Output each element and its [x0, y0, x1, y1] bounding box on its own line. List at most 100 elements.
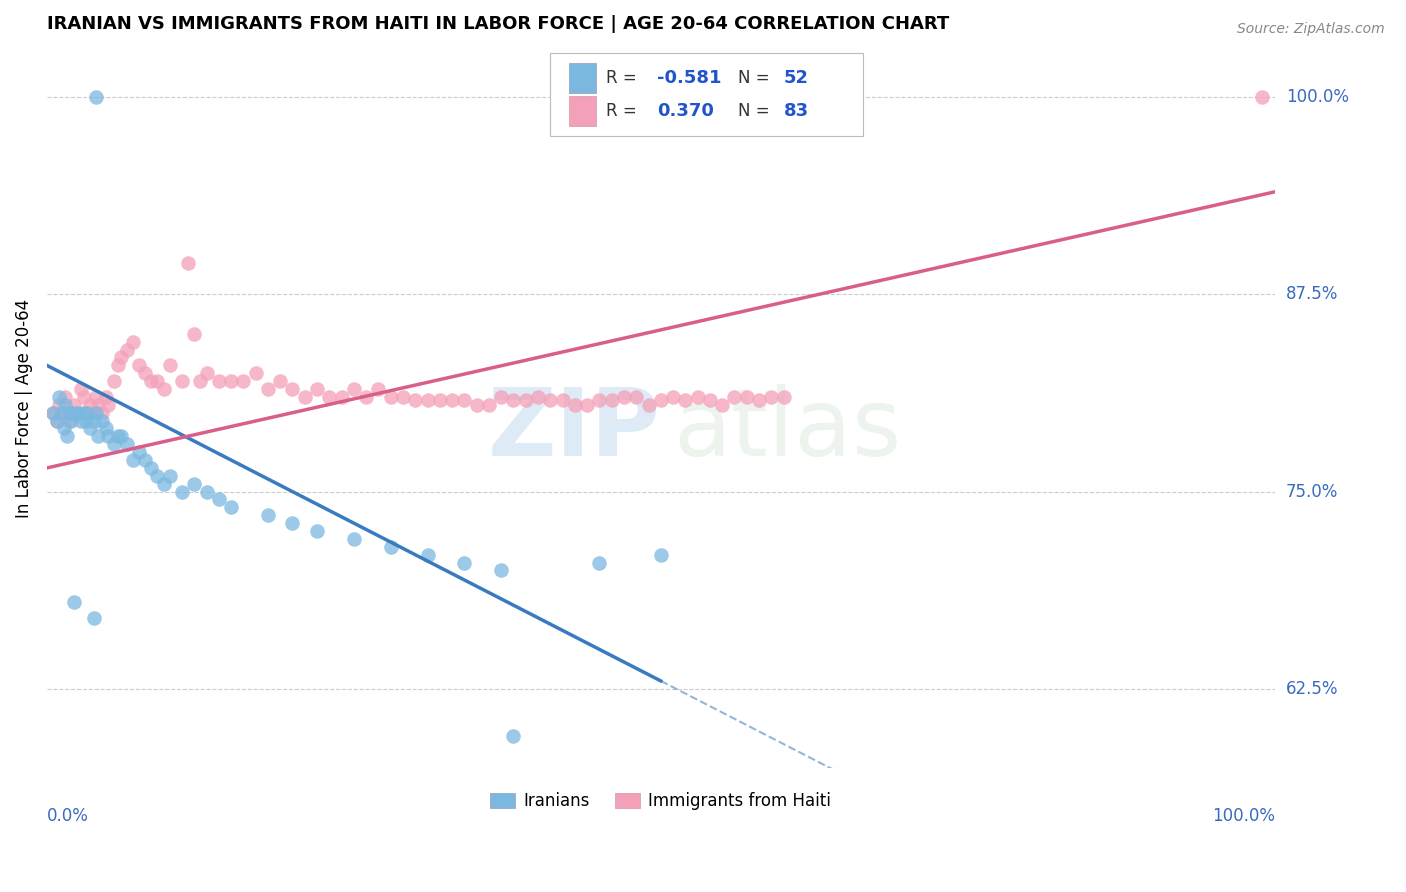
- Point: [48, 398, 70, 412]
- Point: [416, 548, 439, 562]
- Point: [121, 453, 143, 467]
- Point: [380, 540, 402, 554]
- Text: 83: 83: [783, 103, 808, 120]
- Text: N =: N =: [738, 103, 775, 120]
- Point: [281, 516, 304, 530]
- Point: [75, 414, 97, 428]
- Point: [257, 382, 280, 396]
- Point: [613, 390, 636, 404]
- Point: [79, 398, 101, 412]
- Point: [478, 398, 501, 412]
- Point: [650, 548, 672, 562]
- Point: [416, 393, 439, 408]
- Point: [83, 406, 105, 420]
- Point: [219, 500, 242, 515]
- Point: [83, 611, 105, 625]
- Point: [502, 729, 524, 743]
- Point: [465, 398, 488, 412]
- Point: [103, 374, 125, 388]
- Point: [75, 406, 97, 420]
- Point: [73, 406, 96, 420]
- Point: [195, 366, 218, 380]
- Point: [134, 366, 156, 380]
- Point: [53, 398, 76, 412]
- Point: [79, 421, 101, 435]
- Point: [73, 390, 96, 404]
- Text: 62.5%: 62.5%: [1286, 680, 1339, 698]
- Point: [232, 374, 254, 388]
- Point: [208, 374, 231, 388]
- Point: [588, 393, 610, 408]
- Point: [63, 595, 86, 609]
- Point: [723, 390, 745, 404]
- Point: [183, 326, 205, 341]
- FancyBboxPatch shape: [568, 63, 596, 93]
- Point: [686, 390, 709, 404]
- Text: -0.581: -0.581: [657, 69, 721, 87]
- Point: [170, 484, 193, 499]
- Point: [392, 390, 415, 404]
- Point: [115, 437, 138, 451]
- Point: [55, 429, 77, 443]
- Point: [343, 382, 366, 396]
- Point: [429, 393, 451, 408]
- Text: IRANIAN VS IMMIGRANTS FROM HAITI IN LABOR FORCE | AGE 20-64 CORRELATION CHART: IRANIAN VS IMMIGRANTS FROM HAITI IN LABO…: [46, 15, 949, 33]
- Point: [42, 406, 65, 420]
- Point: [141, 461, 163, 475]
- Text: N =: N =: [738, 69, 775, 87]
- Point: [219, 374, 242, 388]
- Point: [107, 429, 129, 443]
- Point: [626, 390, 648, 404]
- FancyBboxPatch shape: [568, 96, 596, 127]
- Text: atlas: atlas: [673, 384, 901, 476]
- Point: [245, 366, 267, 380]
- Point: [60, 414, 83, 428]
- Point: [527, 390, 550, 404]
- Point: [711, 398, 734, 412]
- Point: [441, 393, 464, 408]
- Point: [588, 556, 610, 570]
- Point: [94, 390, 117, 404]
- Point: [170, 374, 193, 388]
- Point: [146, 374, 169, 388]
- Legend: Iranians, Immigrants from Haiti: Iranians, Immigrants from Haiti: [484, 786, 838, 817]
- Point: [343, 532, 366, 546]
- Point: [53, 421, 76, 435]
- Point: [551, 393, 574, 408]
- Point: [177, 256, 200, 270]
- Point: [107, 359, 129, 373]
- Point: [121, 334, 143, 349]
- Point: [70, 382, 93, 396]
- Point: [87, 429, 110, 443]
- Point: [146, 468, 169, 483]
- Point: [564, 398, 586, 412]
- Point: [110, 429, 132, 443]
- Point: [76, 406, 98, 420]
- Point: [318, 390, 340, 404]
- Text: 0.0%: 0.0%: [46, 807, 89, 825]
- Point: [354, 390, 377, 404]
- Point: [453, 556, 475, 570]
- Point: [97, 398, 120, 412]
- Point: [269, 374, 291, 388]
- Point: [637, 398, 659, 412]
- Point: [60, 406, 83, 420]
- Text: R =: R =: [606, 69, 641, 87]
- Point: [66, 406, 89, 420]
- Point: [515, 393, 537, 408]
- Point: [51, 406, 73, 420]
- Point: [84, 406, 107, 420]
- Point: [489, 390, 512, 404]
- Point: [502, 393, 524, 408]
- Point: [190, 374, 212, 388]
- Text: 75.0%: 75.0%: [1286, 483, 1339, 500]
- Point: [66, 406, 89, 420]
- Point: [489, 564, 512, 578]
- Point: [673, 393, 696, 408]
- Point: [538, 393, 561, 408]
- Point: [97, 429, 120, 443]
- Point: [1251, 90, 1274, 104]
- Point: [662, 390, 685, 404]
- Point: [58, 414, 80, 428]
- Point: [42, 406, 65, 420]
